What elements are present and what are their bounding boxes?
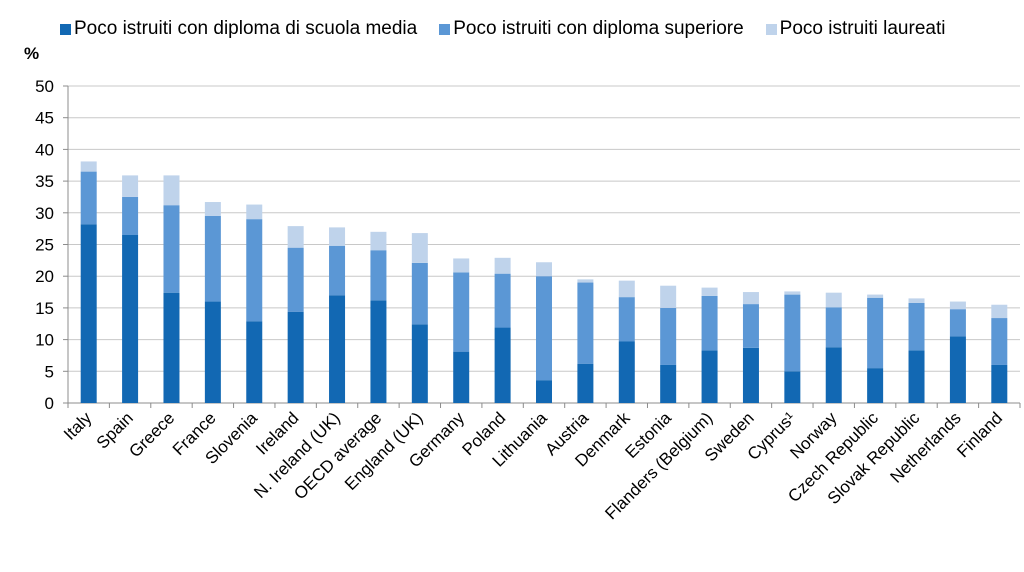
x-tick-label: Finland (953, 408, 1006, 461)
bar-segment-series-3 (494, 257, 511, 274)
bar-segment-series-1 (867, 368, 884, 403)
bar-segment-series-1 (453, 351, 470, 403)
bar-segment-series-3 (122, 175, 139, 197)
bar-segment-series-2 (411, 262, 428, 325)
legend-item-series-1: Poco istruiti con diploma di scuola medi… (60, 18, 417, 40)
y-tick-label: 40 (35, 140, 54, 159)
bar-segment-series-2 (991, 318, 1008, 365)
bar-segment-series-1 (494, 327, 511, 403)
bar-segment-series-1 (660, 364, 677, 403)
bar-segment-series-3 (246, 204, 263, 220)
bar-segment-series-1 (908, 350, 925, 403)
x-tick-label: Italy (60, 408, 96, 444)
bar-segment-series-3 (660, 285, 677, 308)
y-tick-label: 0 (45, 394, 54, 413)
bar-segment-series-3 (204, 202, 221, 216)
legend-item-series-3: Poco istruiti laureati (765, 18, 946, 40)
y-tick-label: 10 (35, 331, 54, 350)
bar-segment-series-2 (329, 245, 346, 296)
bar-segment-series-2 (867, 297, 884, 369)
y-axis-unit-label: % (24, 44, 40, 63)
bar-segment-series-1 (329, 295, 346, 403)
bar-segment-series-1 (577, 363, 594, 403)
bar-segment-series-3 (618, 280, 635, 298)
y-tick-label: 15 (35, 299, 54, 318)
y-tick-label: 45 (35, 109, 54, 128)
bar-segment-series-2 (577, 282, 594, 364)
bar-segment-series-1 (122, 234, 139, 403)
bar-segment-series-3 (949, 301, 966, 310)
bar-segment-series-2 (453, 272, 470, 352)
bar-segment-series-2 (494, 273, 511, 328)
bar-segment-series-3 (536, 262, 552, 277)
y-tick-label: 25 (35, 236, 54, 255)
bar-segment-series-1 (701, 350, 718, 403)
bar-segment-series-2 (618, 297, 635, 342)
bar-segment-series-3 (411, 233, 428, 263)
bar-segment-series-1 (163, 292, 180, 403)
bar-segment-series-2 (701, 295, 718, 351)
bar-segment-series-1 (949, 336, 966, 403)
bar-segment-series-2 (246, 219, 263, 322)
bar-segment-series-1 (618, 341, 635, 403)
bar-segment-series-2 (287, 247, 304, 312)
bar-segment-series-3 (577, 279, 594, 283)
bar-segment-series-1 (784, 371, 801, 403)
bar-segment-series-3 (825, 292, 842, 308)
bar-segment-series-2 (660, 307, 677, 365)
bar-segment-series-3 (784, 291, 801, 295)
bar-segment-series-1 (991, 364, 1008, 403)
bar-segment-series-1 (825, 347, 842, 403)
bar-segment-series-1 (246, 321, 263, 403)
bar-segment-series-1 (80, 224, 97, 403)
legend-label-series-1: Poco istruiti con diploma di scuola medi… (74, 18, 418, 39)
bar-segment-series-3 (370, 231, 387, 251)
bar-segment-series-3 (991, 304, 1008, 319)
bar-segment-series-1 (742, 347, 759, 403)
bar-segment-series-2 (825, 307, 842, 348)
bar-segment-series-2 (80, 171, 97, 225)
y-tick-label: 30 (35, 204, 54, 223)
y-tick-label: 35 (35, 172, 54, 191)
bar-segment-series-3 (867, 294, 884, 298)
legend-swatch-series-3 (765, 23, 777, 35)
bar-segment-series-1 (287, 311, 304, 403)
legend-swatch-series-1 (60, 23, 71, 35)
legend-swatch-series-2 (439, 23, 451, 35)
bar-segment-series-2 (370, 250, 387, 301)
bar-segment-series-2 (784, 294, 801, 372)
bar-segment-series-2 (742, 304, 759, 348)
bar-segment-series-1 (370, 300, 387, 403)
y-tick-label: 20 (35, 267, 54, 286)
legend-label-series-2: Poco istruiti con diploma superiore (453, 18, 744, 39)
bar-segment-series-2 (949, 309, 966, 337)
bar-segment-series-2 (204, 215, 221, 302)
bar-segment-series-3 (329, 227, 346, 246)
x-tick-label: Greece (125, 408, 178, 461)
y-tick-label: 50 (35, 77, 54, 96)
bar-segment-series-3 (701, 287, 718, 296)
bar-segment-series-1 (204, 301, 221, 403)
legend: Poco istruiti con diploma di scuola medi… (60, 18, 967, 40)
bar-segment-series-3 (453, 258, 470, 273)
bar-segment-series-2 (163, 205, 180, 293)
bar-segment-series-2 (908, 302, 925, 351)
bar-segment-series-3 (742, 292, 759, 305)
bar-segment-series-3 (287, 226, 304, 248)
bar-segment-series-2 (536, 276, 552, 381)
bar-segment-series-3 (80, 161, 97, 172)
bar-segment-series-1 (536, 380, 552, 403)
bar-segment-series-2 (122, 196, 139, 235)
legend-item-series-2: Poco istruiti con diploma superiore (439, 18, 744, 40)
bar-segment-series-3 (163, 175, 180, 206)
y-tick-label: 5 (45, 362, 54, 381)
bar-segment-series-1 (411, 324, 428, 403)
legend-label-series-3: Poco istruiti laureati (779, 18, 946, 39)
bar-segment-series-3 (908, 298, 925, 303)
